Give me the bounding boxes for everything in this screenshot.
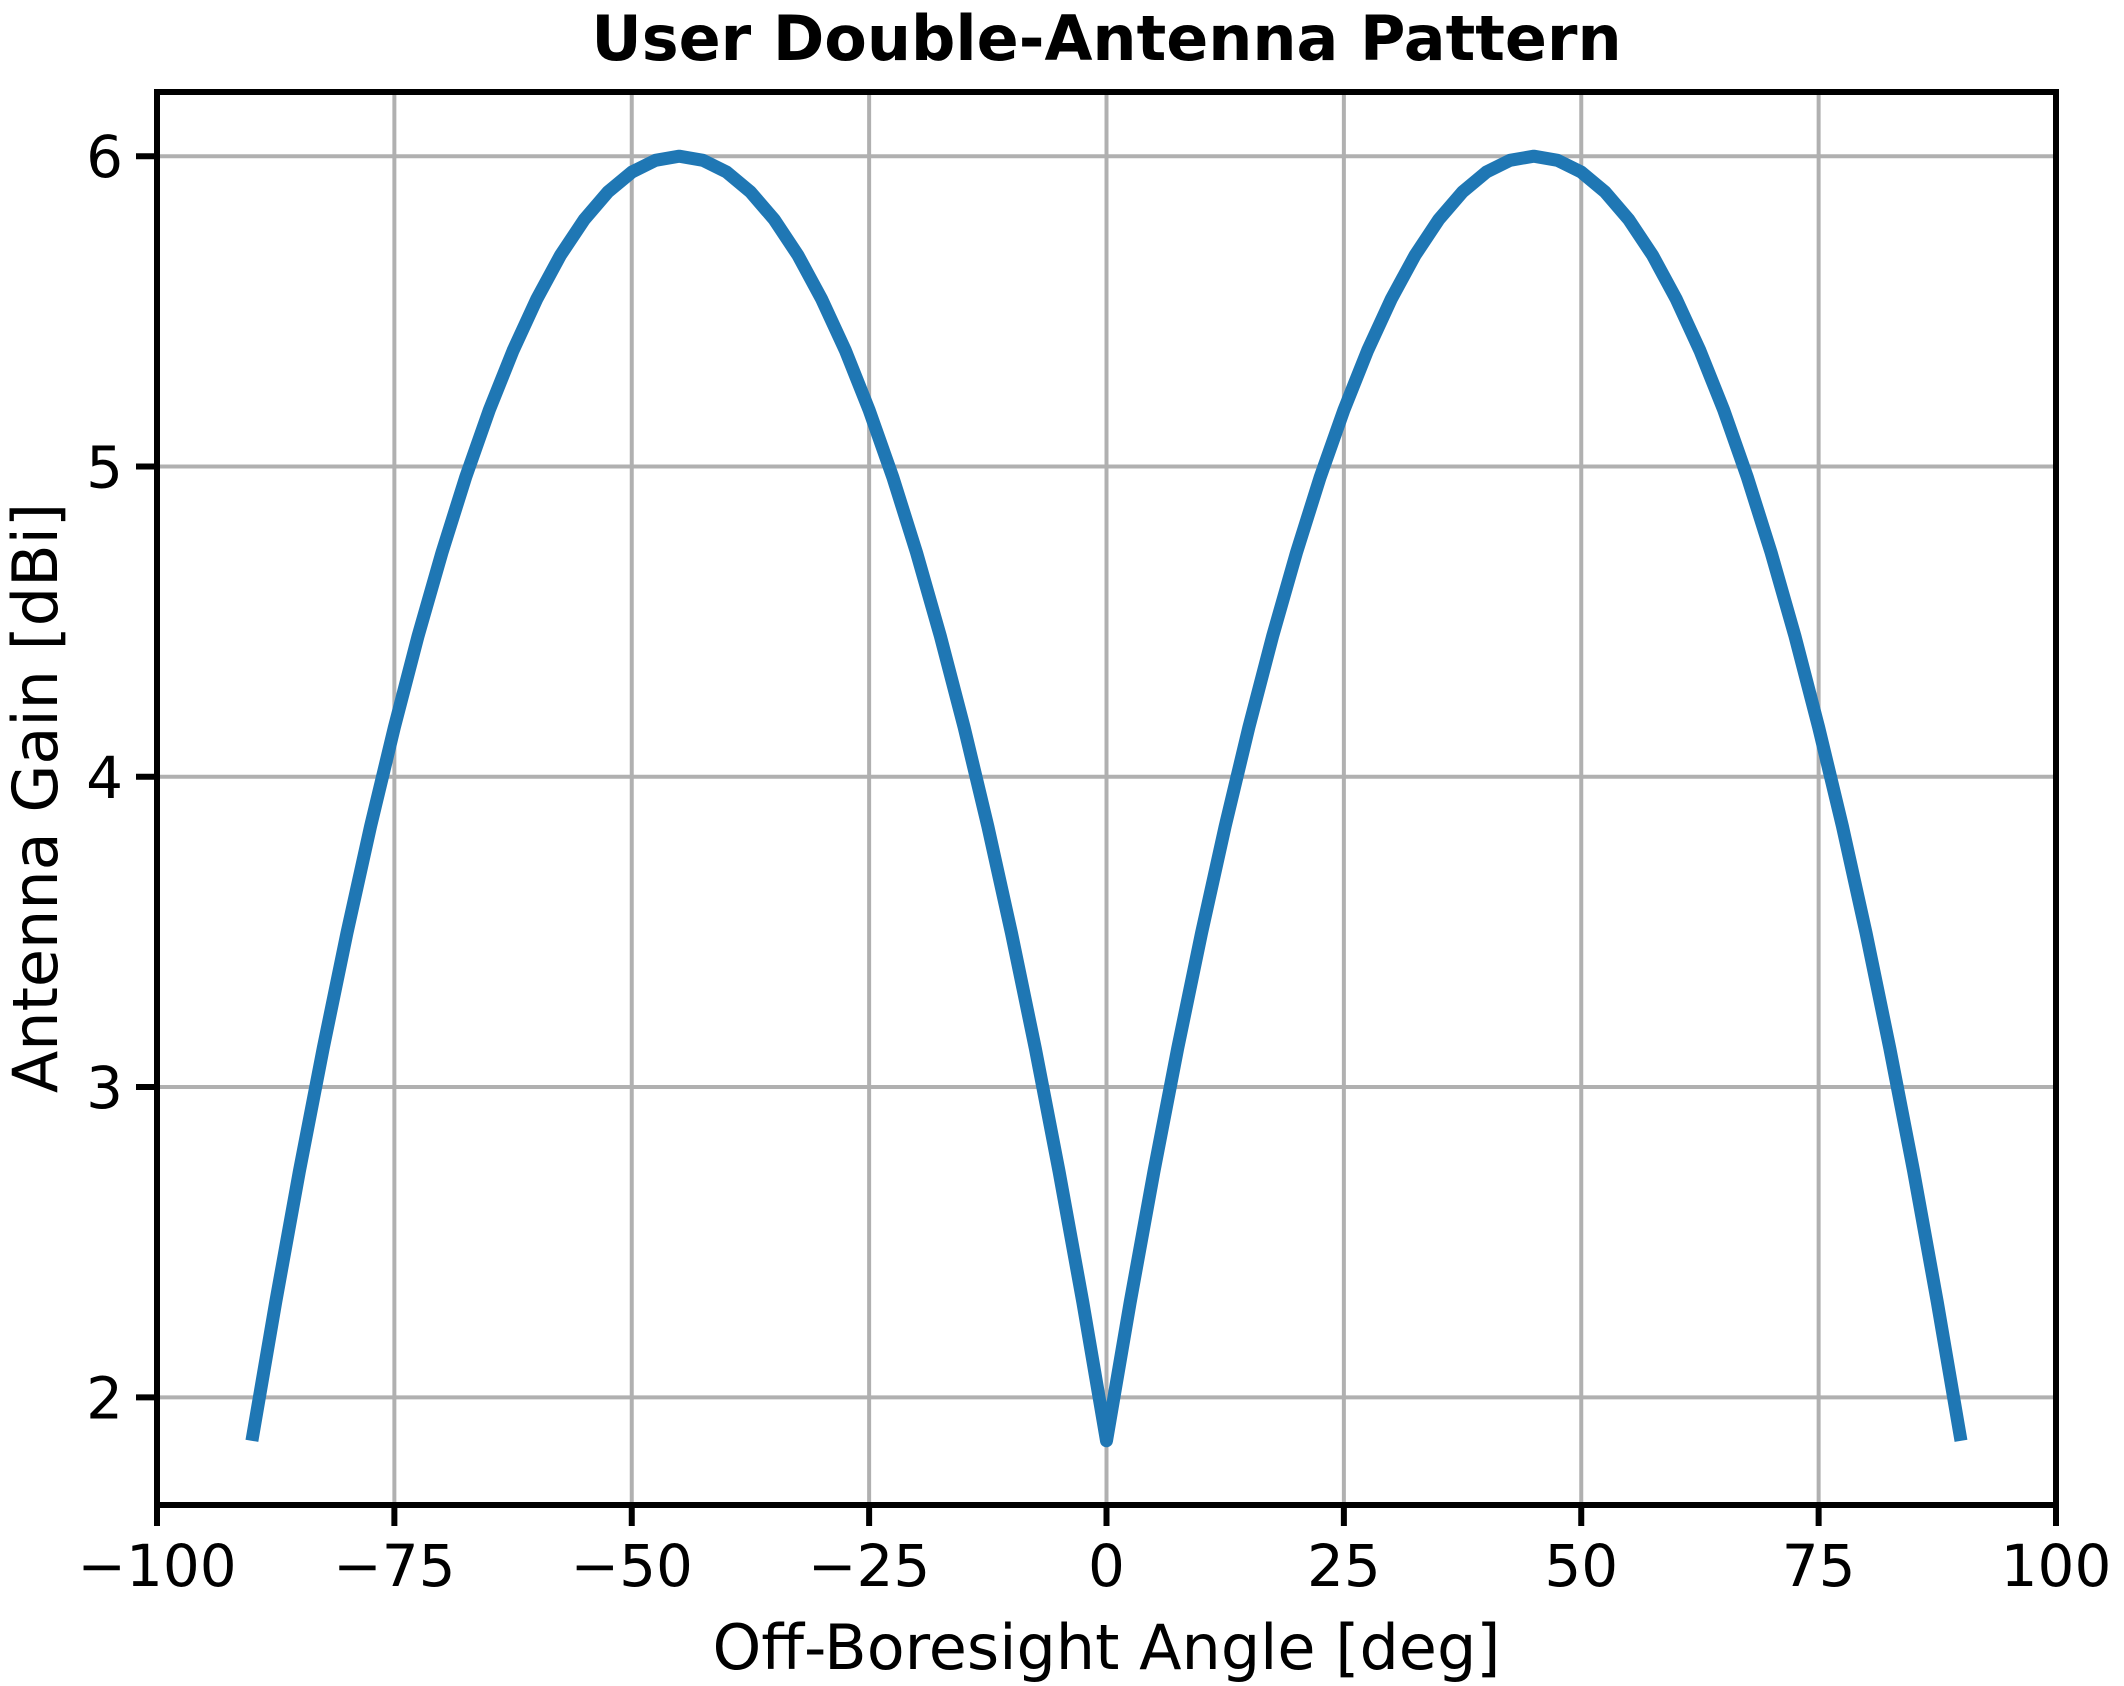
x-tick-label: −25 (808, 1532, 930, 1600)
x-tick-label: −100 (77, 1532, 236, 1600)
gain-curve (245, 149, 1968, 1448)
x-tick-label: 50 (1544, 1532, 1618, 1600)
y-tick-label: 6 (86, 123, 123, 191)
x-axis-label: Off-Boresight Angle [deg] (712, 1611, 1501, 1684)
y-axis-label: Antenna Gain [dBi] (0, 502, 72, 1094)
x-tick-label: 100 (2001, 1532, 2112, 1600)
x-tick-label: 75 (1782, 1532, 1856, 1600)
y-tick-label: 4 (86, 744, 123, 812)
y-tick-label: 2 (86, 1364, 123, 1432)
y-tick-label: 3 (86, 1054, 123, 1122)
x-tick-label: −50 (571, 1532, 693, 1600)
x-tick-label: −75 (333, 1532, 455, 1600)
chart-title: User Double-Antenna Pattern (591, 2, 1622, 75)
x-tick-label: 0 (1088, 1532, 1125, 1600)
x-tick-label: 25 (1307, 1532, 1381, 1600)
y-tick-label: 5 (86, 434, 123, 502)
